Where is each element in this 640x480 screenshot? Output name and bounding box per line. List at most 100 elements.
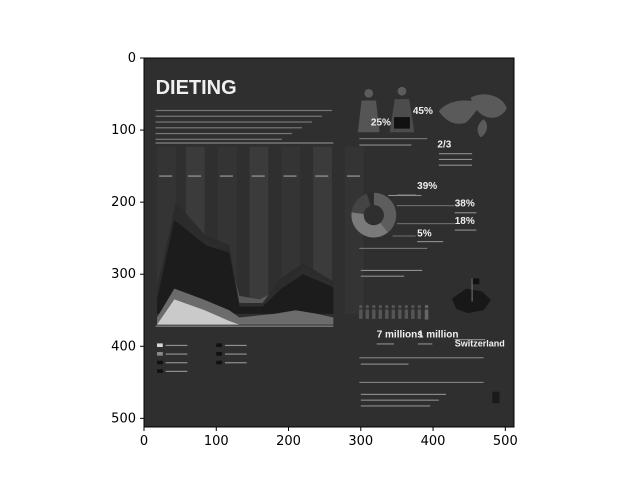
- legend-swatch-4: [216, 343, 223, 348]
- column-label-3: [251, 175, 265, 177]
- person-head-2: [397, 86, 407, 96]
- logo-block: [492, 391, 500, 404]
- pictogram-body-7: [404, 309, 409, 319]
- chart-column-3: [249, 146, 269, 314]
- legend-label-3: [165, 370, 188, 372]
- legend-swatch-2: [157, 360, 163, 365]
- stat-6: 5%: [417, 229, 432, 240]
- pictogram-body-3: [378, 309, 383, 319]
- pictogram-head-0: [359, 304, 363, 309]
- flag: [472, 278, 480, 285]
- y-tick-label-4: 400: [111, 339, 136, 354]
- pictogram-head-5: [391, 304, 395, 309]
- pictogram-head-1: [365, 304, 369, 309]
- switzerland-map: [451, 288, 491, 314]
- pictogram-single-head: [424, 304, 429, 309]
- stat-7: 7 millions: [377, 330, 424, 341]
- x-axis: 0 100 200 300 400 500: [140, 427, 518, 449]
- y-tick-label-5: 500: [111, 411, 136, 426]
- column-label-6: [347, 175, 361, 177]
- chart-column-6: [344, 146, 364, 314]
- pictogram-body-9: [417, 309, 422, 319]
- x-tick-label-3: 300: [348, 434, 373, 449]
- intro-line-2: [155, 121, 312, 123]
- small-text-line-13: [360, 363, 409, 365]
- small-text-line-12: [454, 339, 486, 341]
- y-tick-label-0: 0: [128, 51, 136, 66]
- pictogram-body-8: [411, 309, 415, 319]
- stat-0: 25%: [371, 118, 391, 129]
- small-text-line-1: [438, 153, 473, 155]
- legend-swatch-1: [157, 352, 163, 356]
- column-label-5: [315, 175, 329, 177]
- donut-segment-3: [366, 192, 374, 206]
- y-tick-label-1: 100: [111, 123, 136, 138]
- x-tick-label-2: 200: [276, 434, 301, 449]
- pictogram-single-body: [424, 309, 429, 320]
- legend-label-2: [165, 362, 188, 364]
- map-shape-2: [477, 119, 488, 138]
- stat-3: 39%: [417, 181, 437, 192]
- intro-line-1: [155, 115, 322, 117]
- small-text-line-7: [417, 241, 444, 243]
- small-text-line-3: [438, 164, 473, 166]
- pictogram-head-2: [372, 304, 376, 309]
- small-text-line-2: [438, 158, 473, 160]
- stat-9: Switzerland: [455, 338, 505, 348]
- legend-label-4: [224, 344, 247, 347]
- small-text-line-4: [388, 194, 422, 197]
- pictogram-body-2: [372, 309, 376, 319]
- legend-label-5: [224, 353, 247, 355]
- person-body-1: [357, 100, 380, 133]
- stat-1: 45%: [413, 106, 433, 117]
- area-layer-2: [157, 220, 334, 314]
- x-tick-label-1: 100: [204, 434, 229, 449]
- pictogram-head-8: [411, 304, 415, 309]
- stat-4: 38%: [455, 198, 475, 209]
- person-head-1: [364, 88, 374, 98]
- column-label-0: [159, 175, 173, 177]
- pictogram-head-3: [378, 304, 382, 309]
- y-tick-label-3: 300: [111, 267, 136, 282]
- small-text-line-11: [417, 343, 433, 345]
- pictogram-body-4: [385, 309, 389, 319]
- y-axis: 0 100 200 300 400 500: [111, 51, 144, 426]
- pictogram-body-1: [365, 309, 370, 319]
- legend-label-6: [224, 362, 247, 364]
- intro-line-3: [155, 127, 302, 129]
- small-text-line-5: [454, 212, 477, 214]
- y-tick-label-2: 200: [111, 195, 136, 210]
- pictogram-body-5: [391, 309, 396, 319]
- infographic-title: DIETING: [156, 77, 237, 99]
- donut-segment-1: [351, 212, 389, 238]
- column-label-1: [188, 175, 202, 177]
- small-text-line-8: [360, 269, 423, 271]
- pictogram-head-7: [404, 304, 408, 309]
- pictogram-head-9: [417, 304, 421, 309]
- person-dark-band: [394, 117, 410, 129]
- stat-2: 2/3: [437, 139, 451, 150]
- small-text-line-9: [360, 275, 405, 277]
- legend-label-1: [165, 353, 188, 355]
- stat-5: 18%: [455, 216, 475, 227]
- legend-swatch-5: [216, 352, 223, 356]
- x-tick-label-5: 500: [493, 434, 518, 449]
- column-label-2: [219, 175, 233, 177]
- small-text-line-6: [454, 229, 477, 231]
- map-shape-1: [470, 94, 507, 118]
- x-tick-label-0: 0: [140, 434, 148, 449]
- pictogram-body-0: [359, 309, 363, 319]
- legend-swatch-0: [157, 343, 163, 348]
- legend-swatch-6: [216, 360, 223, 365]
- pictogram-head-6: [398, 304, 402, 309]
- small-text-line-14: [360, 393, 447, 395]
- column-label-4: [283, 175, 297, 177]
- pictogram-body-6: [398, 309, 402, 319]
- small-text-line-15: [360, 399, 439, 401]
- area-layer-4: [157, 299, 334, 325]
- stat-8: 1 million: [418, 330, 459, 341]
- donut-segment-2: [351, 193, 371, 214]
